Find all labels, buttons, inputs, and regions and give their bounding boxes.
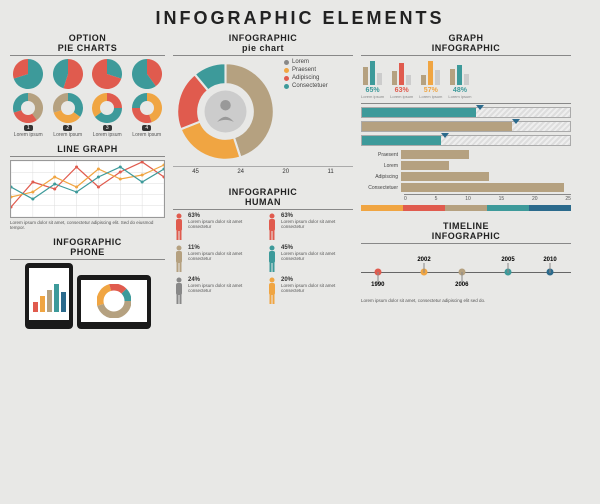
person-icon [266,245,278,273]
phone-section: INFOGRAPHIC PHONE [10,237,165,329]
center-numbers: 45 24 20 11 [173,166,353,175]
color-swatch [529,205,571,211]
human-title: INFOGRAPHIC HUMAN [173,187,353,207]
timeline-title: TIMELINE INFOGRAPHIC [361,221,571,241]
human-item: 24%Lorem ipsum dolor sit amet consectetu… [173,277,260,305]
donut-small: 1Lorem ipsum [10,93,47,138]
gauge-bar [361,135,571,146]
timeline-section: TIMELINE INFOGRAPHIC 1990 2002 2006 2005 201… [361,221,571,303]
person-icon [266,277,278,305]
timeline-year: 2005 [501,257,514,263]
pie-small [89,59,126,89]
hbar-row: Praesent [361,150,571,159]
stat-number: 11 [328,169,334,175]
human-item: 11%Lorem ipsum dolor sit amet consectetu… [173,245,260,273]
human-item: 45%Lorem ipsum dolor sit amet consectetu… [266,245,353,273]
legend-item: Praesent [284,67,328,73]
line-graph-section: LINE GRAPH Lorem ipsum dolor sit amet, c… [10,144,165,231]
timeline-year: 1990 [371,282,384,288]
line-graph-title: LINE GRAPH [10,144,165,154]
device-bars-icon [29,272,69,316]
legend-item: Consectetuer [284,83,328,89]
bar-cluster: 63%Lorem ipsum [390,59,413,99]
tablet-landscape [77,275,151,329]
donut-small: 2Lorem ipsum [50,93,87,138]
person-icon [266,213,278,241]
color-swatch [445,205,487,211]
bar-cluster: 48%Lorem ipsum [448,59,471,99]
line-graph [10,160,165,218]
center-pie-title: INFOGRAPHIC pie chart [173,33,353,53]
timeline-year: 2010 [543,257,556,263]
main-title: INFOGRAPHIC ELEMENTS [0,0,600,33]
human-item: 20%Lorem ipsum dolor sit amet consectetu… [266,277,353,305]
legend-item: Adipiscing [284,75,328,81]
color-swatch [361,205,403,211]
pie-small [10,59,47,89]
legend: Lorem Praesent Adipiscing Consectetuer [284,59,328,91]
person-icon [173,213,185,241]
graph-info-section: GRAPH INFOGRAPHIC 65%Lorem ipsum 63%Lorem… [361,33,571,211]
hbar-row: Consectetuer [361,183,571,192]
color-swatch [487,205,529,211]
option-pies-section: OPTION PIE CHARTS 1Lorem ipsum2Lorem ips… [10,33,165,138]
device-donut-icon [97,284,131,318]
line-graph-caption: Lorem ipsum dolor sit amet, consectetur … [10,220,165,231]
pie-small [129,59,166,89]
timeline-year: 2002 [417,257,430,263]
phone-title: INFOGRAPHIC PHONE [10,237,165,257]
timeline-year: 2006 [455,282,468,288]
person-icon [173,245,185,273]
donut-small: 3Lorem ipsum [89,93,126,138]
bar-cluster: 57%Lorem ipsum [419,59,442,99]
stat-number: 45 [192,169,199,175]
human-section: INFOGRAPHIC HUMAN 63%Lorem ipsum dolor s… [173,187,353,305]
person-icon [173,277,185,305]
hbar-row: Lorem [361,161,571,170]
pie-small [50,59,87,89]
tablet-portrait [25,263,73,329]
stat-number: 24 [237,169,244,175]
timeline-caption: Lorem ipsum dolor sit amet, consectetur … [361,298,571,303]
bar-cluster: 65%Lorem ipsum [361,59,384,99]
gauge-bar [361,121,571,132]
human-item: 63%Lorem ipsum dolor sit amet consectetu… [266,213,353,241]
color-swatch [403,205,445,211]
hbar-row: Adipiscing [361,172,571,181]
donut-small: 4Lorem ipsum [129,93,166,138]
timeline: 1990 2002 2006 2005 2010 [361,248,571,296]
option-pies-title: OPTION PIE CHARTS [10,33,165,53]
gauge-bar [361,107,571,118]
legend-item: Lorem [284,59,328,65]
center-pie-section: INFOGRAPHIC pie chart Lorem Praesent Adipi… [173,33,353,175]
stat-number: 20 [282,169,289,175]
graph-info-title: GRAPH INFOGRAPHIC [361,33,571,53]
center-donut [173,59,278,164]
human-item: 63%Lorem ipsum dolor sit amet consectetu… [173,213,260,241]
